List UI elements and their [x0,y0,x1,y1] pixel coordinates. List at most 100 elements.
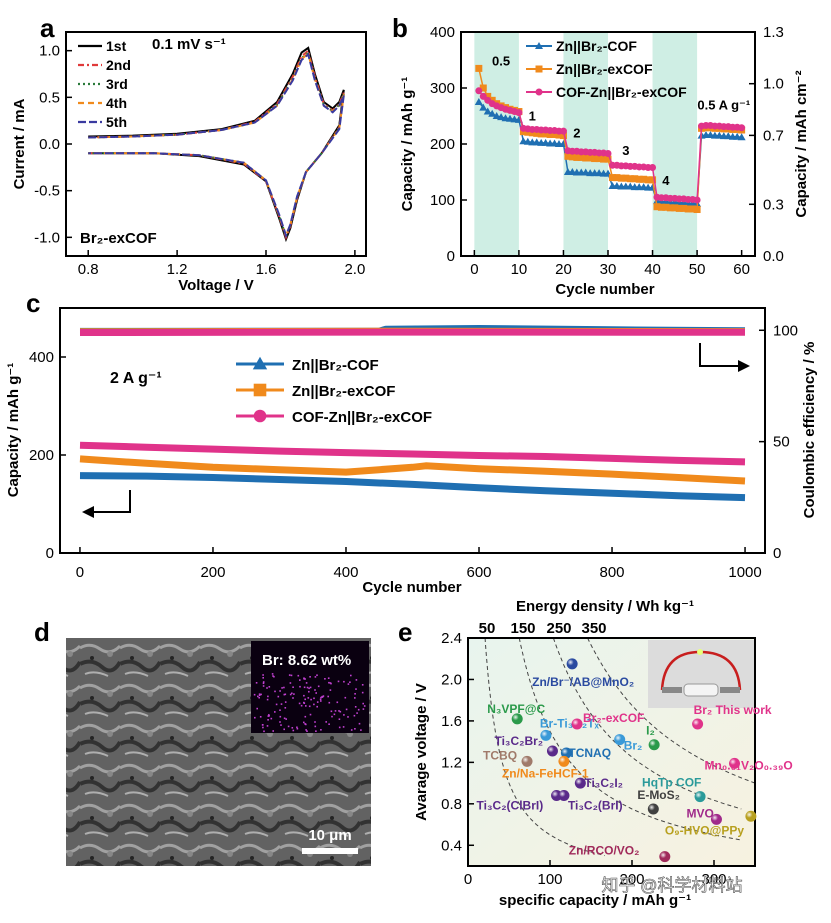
c-x-tick-label: 800 [600,564,625,581]
panel-e-ylabel: Avarage voltage / V [413,683,430,821]
data-point [559,132,567,140]
scale-bar-label: 10 μm [308,827,351,844]
b-x-tick-label: 30 [600,261,617,278]
battery-photo-inset [648,640,754,708]
edx-dot [262,685,265,687]
panel-a-curves [88,46,345,243]
edx-dot [261,724,264,726]
watermark: 知乎 @科学材料站 [602,876,743,895]
arrow-right-head [738,360,750,372]
data-point [671,204,679,212]
material-point-highlight [614,734,626,746]
edx-dot [254,716,256,719]
data-point [577,153,585,161]
b-y-tick-label: 300 [430,80,455,97]
panel-c-right-arrow [699,343,750,372]
photo-cell [683,683,719,697]
data-point [649,164,657,172]
legend-label: 3rd [106,76,128,92]
data-point [684,205,692,213]
panel-e-top-label: Energy density / Wh kg⁻¹ [516,598,694,615]
edx-dot [338,710,340,712]
edx-dot [316,674,318,676]
material-point-highlight [574,777,586,789]
edx-dot [309,713,312,716]
edx-dot [283,686,285,689]
panel-b-ylabel-right: Capacity / mAh cm⁻² [793,70,810,217]
edx-dot [263,730,265,733]
data-point [537,130,545,138]
data-point [475,64,483,72]
edx-dot [279,709,281,711]
a-x-tick-label: 0.8 [78,261,99,278]
data-point [479,84,487,92]
e-y-tick-label: 0.8 [441,796,462,813]
material-label: TCNAQ [568,746,611,760]
material-point-highlight [566,658,578,670]
edx-dot [284,693,287,696]
edx-dot [330,710,333,713]
energy-contour [484,637,605,857]
data-point [626,175,634,183]
legend-label: COF-Zn||Br₂-exCOF [292,409,432,426]
data-point [573,153,581,161]
edx-dot [343,714,345,716]
data-point [693,206,701,214]
edx-dot [293,693,295,695]
edx-dot [256,707,258,710]
data-point [649,176,657,184]
cv-curve-4th [88,51,345,239]
top-tick-label: 150 [510,620,535,637]
rate-label: 3 [622,143,629,158]
data-point [564,152,572,160]
edx-dot [338,726,341,729]
edx-dot [316,705,318,708]
edx-dot [292,686,294,688]
data-point [546,130,554,138]
edx-dot [262,677,264,679]
data-point [484,92,492,100]
panel-e-xlabel: specific capacity / mAh g⁻¹ [499,892,691,909]
edx-dot [266,687,268,689]
a-x-tick-label: 1.2 [167,261,188,278]
edx-dot [259,716,262,718]
edx-dot [279,690,281,692]
panel-b-ylabel-left: Capacity / mAh g⁻¹ [399,77,416,212]
edx-dot [350,729,353,731]
panel-b-rate-labels: 0.5 1 2 3 4 0.5 A g⁻¹ [492,54,750,188]
data-point [515,109,523,117]
e-x-tick-label: 300 [701,871,726,888]
material-point-highlight [521,755,533,767]
photo-led-icon [697,649,703,655]
material-label: Ti₃C₂Br₂ [494,734,543,748]
edx-dot [310,698,312,701]
edx-br-dots [253,673,366,733]
panel-c-y-ticks-right: 0 50 100 [759,322,798,562]
edx-dot [322,695,325,697]
b-y2-tick-label: 1.3 [763,24,784,41]
arrow-right-line [699,343,740,367]
material-point-highlight [571,718,583,730]
edx-dot [253,693,256,696]
panel-e-points: Zn/Br⁻/AB@MnO₂ N₃VPF@CBr-Ti₃C₂TₓBr₂-exCOF… [477,658,793,863]
edx-dot [343,680,345,683]
material-point-highlight [729,757,740,769]
edx-dot [283,717,286,720]
edx-dot [327,695,329,698]
panel-d: d Br: 8.62 wt% 10 μm [34,617,371,866]
a-y-tick-label: 0.0 [39,136,60,153]
edx-dot [313,697,315,700]
edx-dot [274,711,276,713]
panel-b-letter: b [392,13,408,43]
edx-dot [342,726,345,728]
edx-dot [331,715,333,718]
edx-dot [338,718,341,720]
edx-label: Br: 8.62 wt% [262,652,351,669]
legend-label: COF-Zn||Br₂-exCOF [556,84,687,100]
edx-dot [305,682,308,684]
arrow-left-head [82,506,94,518]
c-y-tick-label: 200 [29,447,54,464]
series-Zn||Br₂-exCOF [79,455,746,485]
edx-dot [299,685,301,688]
